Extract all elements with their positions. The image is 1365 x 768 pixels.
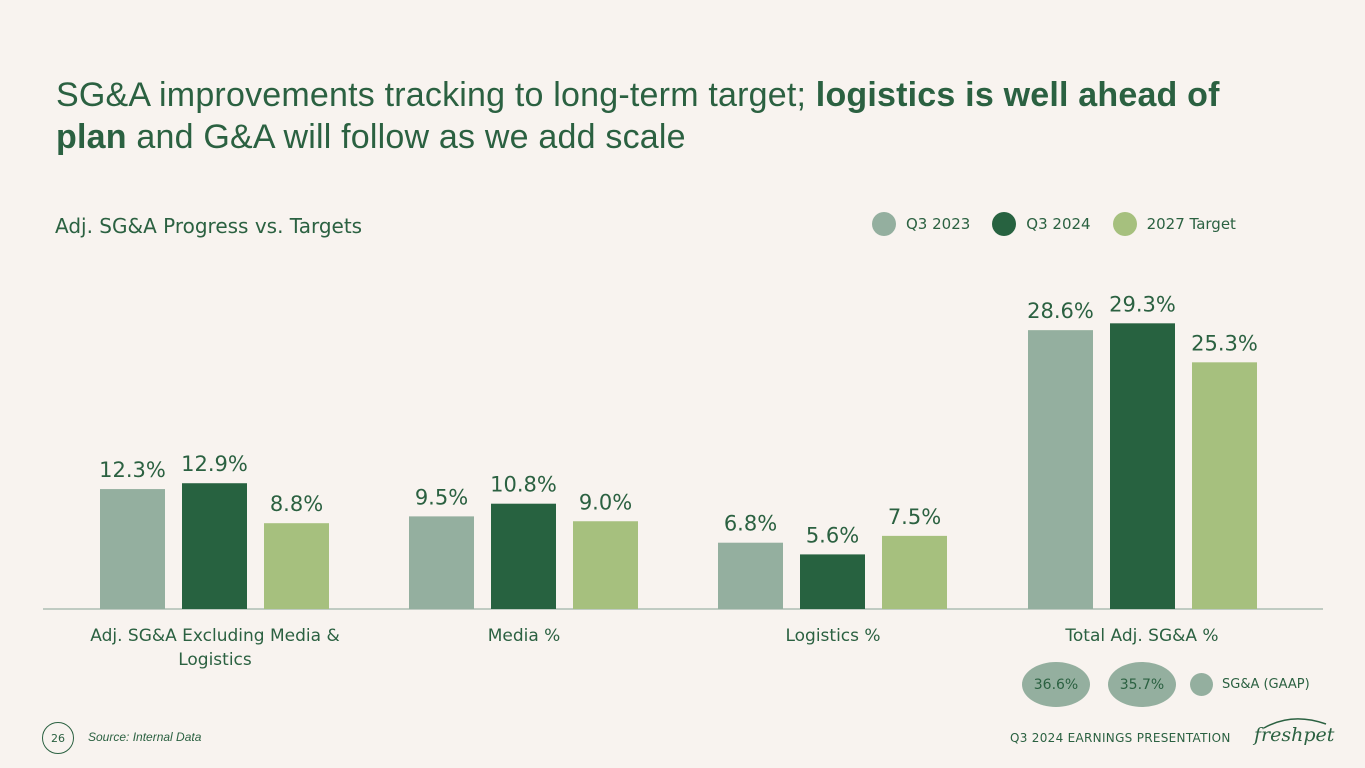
bar-q3-2023-cat-0 bbox=[100, 489, 165, 609]
data-label-2027-target-cat-1: 9.0% bbox=[579, 490, 632, 514]
bar-q3-2024-cat-1 bbox=[491, 503, 556, 609]
bar-q3-2023-cat-3 bbox=[1028, 330, 1093, 609]
data-label-2027-target-cat-3: 25.3% bbox=[1191, 331, 1258, 355]
data-label-q3-2024-cat-1: 10.8% bbox=[490, 473, 557, 497]
presentation-title: Q3 2024 EARNINGS PRESENTATION bbox=[1010, 731, 1231, 745]
bar-q3-2024-cat-2 bbox=[800, 554, 865, 609]
bar-q3-2024-cat-3 bbox=[1110, 323, 1175, 609]
gaap-legend: SG&A (GAAP) bbox=[1190, 673, 1310, 696]
data-label-q3-2023-cat-2: 6.8% bbox=[724, 512, 777, 536]
legend-item-2027-target: 2027 Target bbox=[1112, 212, 1236, 236]
chart-title: Adj. SG&A Progress vs. Targets bbox=[55, 214, 363, 238]
bar-2027-target-cat-0 bbox=[264, 523, 329, 609]
data-label-2027-target-cat-2: 7.5% bbox=[888, 505, 941, 529]
data-label-2027-target-cat-0: 8.8% bbox=[270, 492, 323, 516]
bar-q3-2023-cat-2 bbox=[718, 542, 783, 609]
gaap-value-q3-2024: 35.7% bbox=[1108, 662, 1176, 707]
category-label-media: Media % bbox=[487, 626, 561, 646]
bar-2027-target-cat-2 bbox=[882, 535, 947, 609]
page-number: 26 bbox=[42, 722, 74, 754]
legend-label-q3-2023: Q3 2023 bbox=[906, 215, 971, 233]
data-label-q3-2024-cat-2: 5.6% bbox=[806, 523, 859, 547]
data-label-q3-2023-cat-0: 12.3% bbox=[99, 458, 166, 482]
gaap-value-q3-2023: 36.6% bbox=[1022, 662, 1090, 707]
logo-leaf-icon bbox=[1263, 718, 1327, 729]
bar-q3-2024-cat-0 bbox=[182, 483, 247, 609]
legend-label-2027-target: 2027 Target bbox=[1146, 215, 1236, 233]
source-note: Source: Internal Data bbox=[88, 730, 202, 744]
category-label-total-adj-sga: Total Adj. SG&A % bbox=[1065, 626, 1219, 646]
legend-item-q3-2023: Q3 2023 bbox=[872, 212, 970, 236]
legend-label-q3-2024: Q3 2024 bbox=[1026, 215, 1091, 233]
chart-legend: Q3 2023 Q3 2024 2027 Target bbox=[872, 211, 1236, 237]
category-label-logistics: Logistics % bbox=[785, 626, 881, 646]
gaap-legend-label: SG&A (GAAP) bbox=[1222, 677, 1310, 692]
legend-swatch-q3-2024 bbox=[992, 212, 1017, 236]
bar-2027-target-cat-1 bbox=[573, 521, 638, 609]
legend-swatch-q3-2023 bbox=[872, 212, 896, 236]
legend-swatch-2027-target bbox=[1112, 212, 1137, 236]
data-label-q3-2023-cat-3: 28.6% bbox=[1027, 299, 1094, 323]
category-label-adj-sga-excl: Adj. SG&A Excluding Media & Logistics bbox=[90, 626, 340, 670]
data-label-q3-2023-cat-1: 9.5% bbox=[415, 485, 468, 509]
bar-2027-target-cat-3 bbox=[1192, 362, 1257, 609]
gaap-legend-swatch bbox=[1190, 673, 1213, 696]
page-title: SG&A improvements tracking to long-term … bbox=[56, 76, 1220, 156]
data-label-q3-2024-cat-3: 29.3% bbox=[1109, 292, 1176, 316]
gaap-row: 36.6% 35.7% SG&A (GAAP) bbox=[1022, 662, 1310, 707]
legend-item-q3-2024: Q3 2024 bbox=[992, 212, 1091, 236]
freshpet-logo: freshpet bbox=[1254, 724, 1335, 746]
data-label-q3-2024-cat-0: 12.9% bbox=[181, 452, 248, 476]
bar-q3-2023-cat-1 bbox=[409, 516, 474, 609]
